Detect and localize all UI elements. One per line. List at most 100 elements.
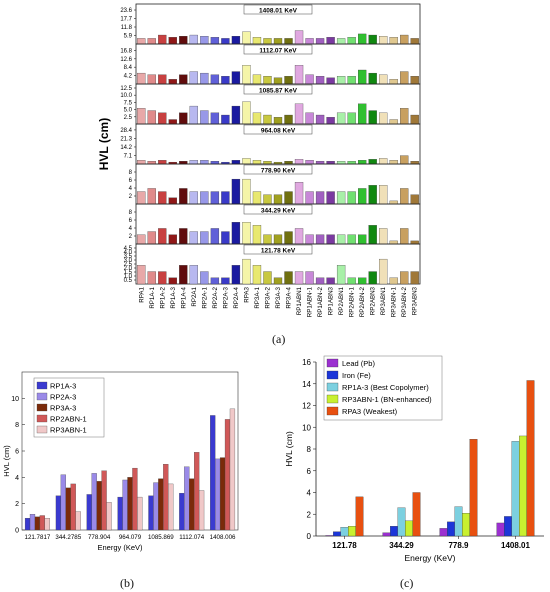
- bar: [305, 38, 314, 45]
- bar: [368, 225, 377, 245]
- bar: [65, 487, 71, 531]
- bar: [29, 514, 36, 531]
- xtick-label: 344.29: [389, 541, 414, 550]
- bar: [168, 37, 177, 45]
- figure-label-c: (c): [400, 576, 414, 590]
- bar: [70, 483, 76, 531]
- x-axis-label: Energy (KeV): [97, 543, 143, 552]
- bar: [210, 74, 220, 85]
- ytick-label: 6: [129, 178, 133, 184]
- figure-label-a: (a): [272, 332, 286, 346]
- xtick-label: RP2A-1: [201, 286, 208, 308]
- ytick-label: 4: [307, 489, 312, 498]
- ytick-label: 16: [302, 358, 311, 367]
- panel-title-box: [243, 244, 313, 255]
- panel-title: 1112.07 KeV: [259, 48, 297, 55]
- panel-title: 778.90 KeV: [261, 168, 296, 175]
- panel-title: 1085.87 KeV: [259, 88, 298, 95]
- y-axis-label: HVL (cm): [97, 118, 111, 170]
- bar: [496, 522, 505, 537]
- bar: [252, 160, 262, 165]
- ytick-label: 12: [302, 402, 311, 411]
- bar: [137, 108, 146, 125]
- ytick-label: 12.6: [120, 57, 132, 63]
- ytick-label: 1.5: [124, 270, 133, 276]
- bar: [315, 161, 325, 165]
- bar: [294, 103, 304, 125]
- bar: [454, 506, 463, 537]
- bar: [336, 191, 346, 205]
- ytick-label: 3.5: [124, 254, 133, 260]
- bar: [315, 191, 325, 205]
- bar: [158, 74, 167, 85]
- bar: [221, 114, 230, 125]
- xtick-label: 778.904: [88, 534, 111, 541]
- xtick-label: RPA1: [138, 286, 145, 302]
- bar: [179, 161, 188, 165]
- ytick-label: 0: [15, 528, 19, 535]
- bar: [147, 74, 156, 85]
- bar: [305, 74, 314, 85]
- bar: [273, 194, 283, 205]
- bar: [273, 234, 283, 245]
- xtick-label: 1408.006: [210, 534, 236, 541]
- bar: [252, 225, 262, 245]
- bar: [60, 474, 66, 531]
- bar: [137, 160, 146, 165]
- ytick-label: 8: [129, 170, 133, 176]
- panel-title: 344.29 KeV: [261, 208, 296, 215]
- legend-label: RP1A-3: [50, 382, 76, 391]
- bar: [326, 37, 335, 45]
- bar: [132, 467, 138, 531]
- y-axis-label: HVL (cm): [284, 431, 294, 467]
- bar: [242, 101, 251, 125]
- bar: [179, 492, 185, 531]
- legend-label: Iron (Fe): [342, 371, 371, 380]
- panel-title: 1408.01 KeV: [259, 8, 298, 15]
- ytick-label: 10: [302, 423, 311, 432]
- legend-swatch: [36, 414, 48, 423]
- bar: [252, 191, 262, 205]
- bar: [242, 222, 251, 245]
- bar: [158, 112, 167, 125]
- bar: [294, 271, 304, 285]
- bar: [200, 36, 209, 45]
- bar: [347, 161, 356, 165]
- bar: [389, 160, 398, 165]
- bar: [410, 271, 419, 285]
- xtick-label: RP1ABN-2: [317, 286, 324, 317]
- bar: [400, 271, 409, 285]
- bar: [504, 516, 512, 537]
- panel-title-box: [243, 84, 313, 95]
- bar: [400, 34, 409, 45]
- bar: [358, 234, 367, 245]
- bar: [158, 478, 164, 531]
- legend-swatch: [326, 382, 339, 392]
- bar: [189, 105, 198, 125]
- bar: [179, 188, 188, 205]
- xtick-label: 1112.074: [179, 534, 204, 541]
- bar: [397, 507, 406, 537]
- bar: [400, 108, 409, 125]
- ytick-label: 12.5: [120, 86, 132, 92]
- xtick-label: RP3A-1: [254, 286, 261, 308]
- legend-swatch: [326, 406, 339, 416]
- panel-title-box: [243, 44, 313, 55]
- bar: [101, 470, 107, 531]
- bar: [305, 271, 314, 285]
- bar: [55, 495, 62, 531]
- bar: [405, 520, 413, 537]
- bar: [519, 435, 527, 537]
- bar: [168, 234, 177, 245]
- ytick-label: 2.0: [124, 266, 133, 272]
- bar: [96, 481, 102, 531]
- bar: [389, 277, 398, 285]
- bar: [273, 277, 283, 285]
- ytick-label: 28.4: [120, 128, 132, 134]
- panel-title-box: [243, 164, 313, 175]
- ytick-label: 5.0: [124, 108, 133, 114]
- ytick-label: 0.5: [124, 278, 133, 284]
- bar: [368, 34, 377, 45]
- bar: [284, 231, 293, 245]
- xtick-label: RP2A1: [191, 286, 198, 306]
